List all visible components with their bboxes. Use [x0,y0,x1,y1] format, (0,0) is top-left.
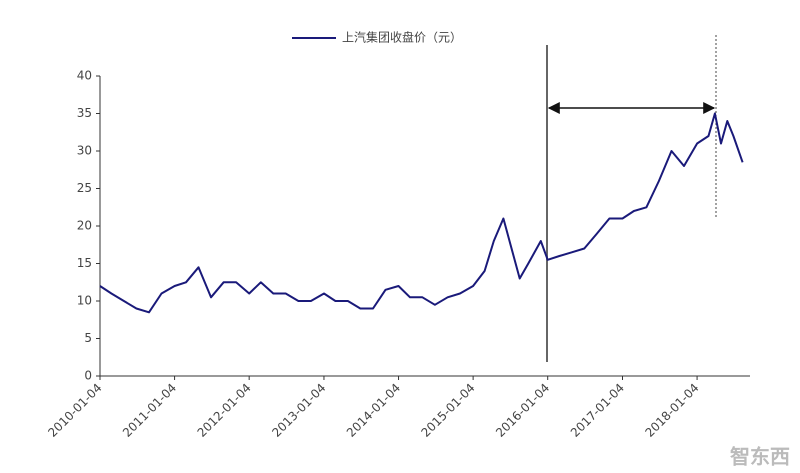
line [99,112,744,314]
y-tick-label: 0 [84,369,92,383]
y-tick-label: 35 [77,106,92,120]
x-tick-label: 2018-01-04 [642,381,701,440]
x-tick-label: 2012-01-04 [195,381,254,440]
x-tick-label: 2014-01-04 [344,381,403,440]
watermark: 智东西 [730,445,790,469]
y-tick-label: 40 [77,69,92,83]
y-tick-label: 15 [77,256,92,270]
x-tick-label: 2010-01-04 [45,381,104,440]
x-tick-label: 2015-01-04 [418,381,477,440]
legend-label: 上汽集团收盘价（元） [342,30,462,45]
x-tick-label: 2011-01-04 [120,381,179,440]
y-tick-label: 5 [84,331,92,345]
y-tick-label: 30 [77,144,92,158]
y-tick-label: 20 [77,219,92,233]
x-tick-label: 2017-01-04 [568,381,627,440]
x-tick-label: 2013-01-04 [269,381,328,440]
y-tick-label: 25 [77,181,92,195]
y-tick-label: 10 [77,294,92,308]
x-tick-label: 2016-01-04 [493,381,552,440]
